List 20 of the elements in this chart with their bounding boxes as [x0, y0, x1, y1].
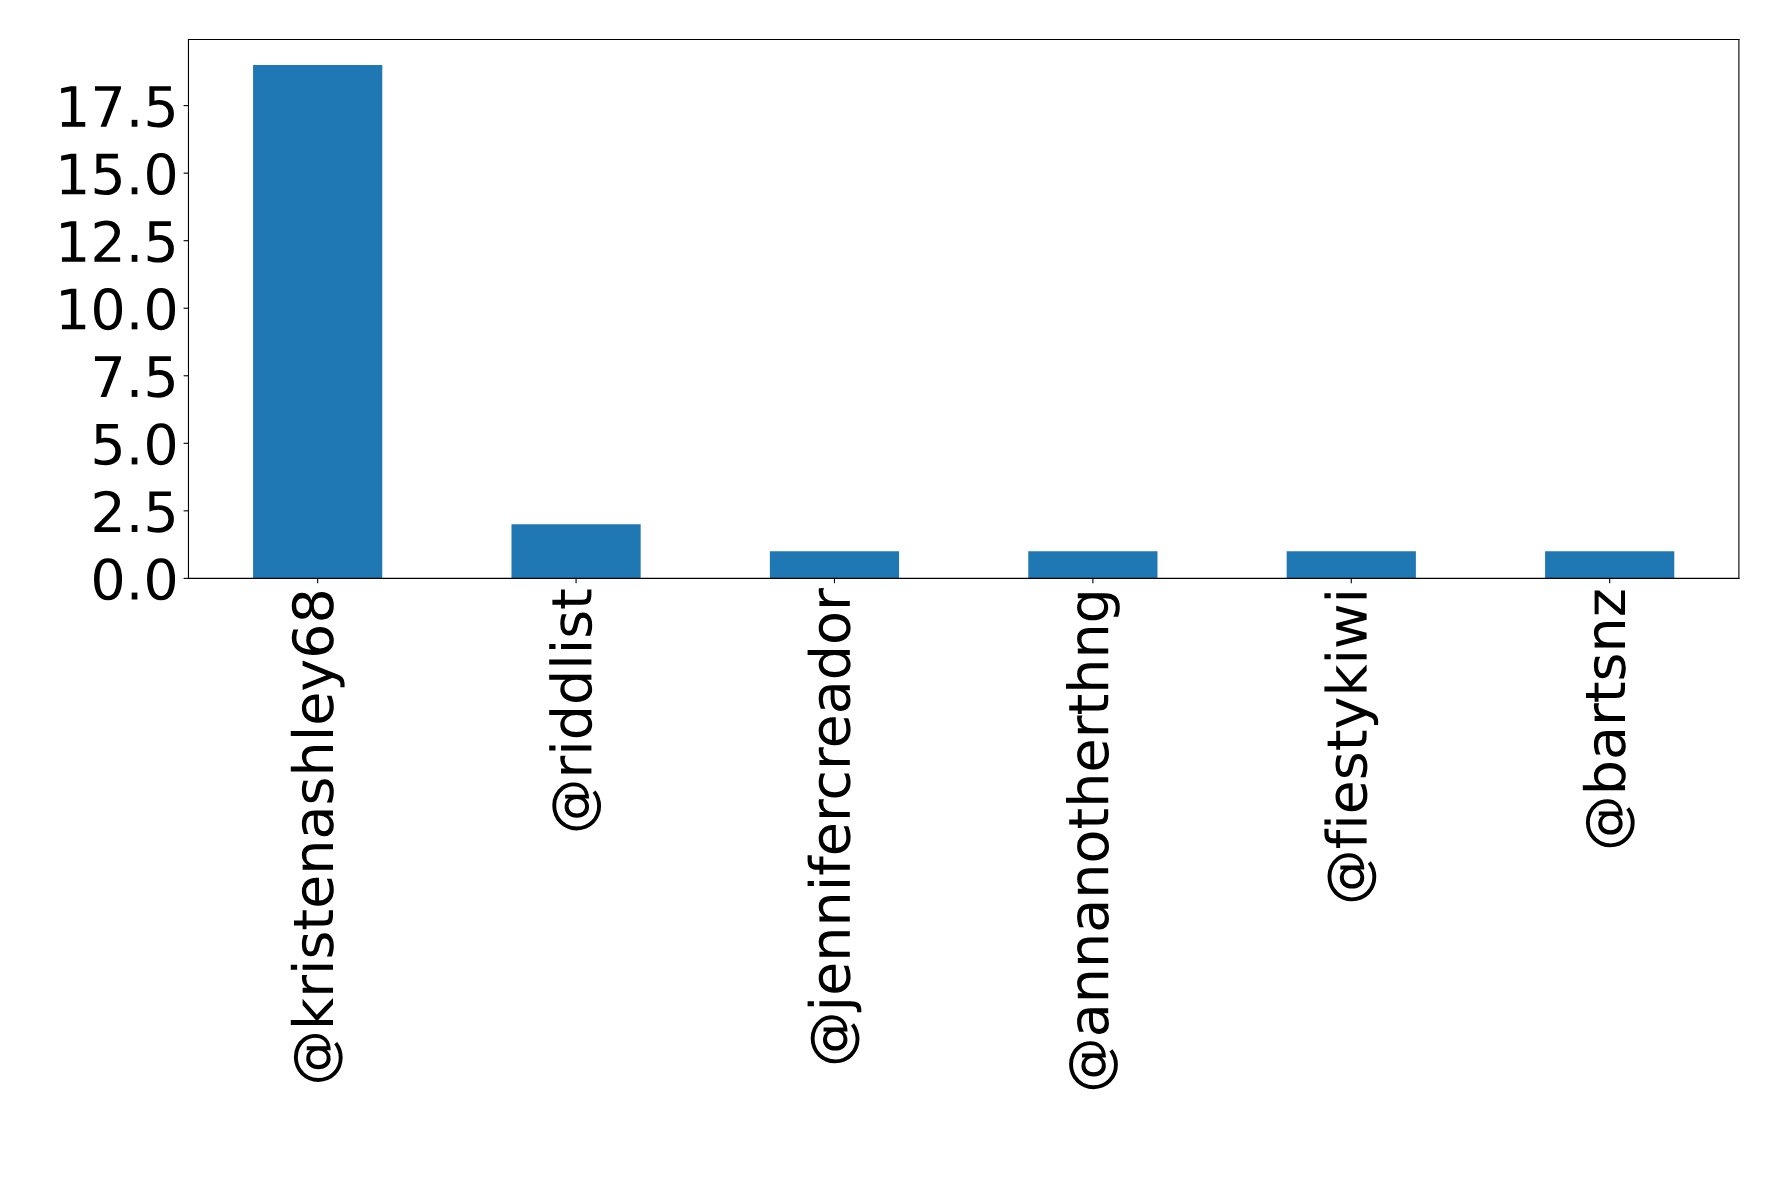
bar: [1286, 551, 1416, 579]
y-tick-label: 5.0: [94, 423, 176, 466]
y-tick-label: 7.5: [94, 356, 174, 398]
y-tick-label: 17.5: [61, 86, 174, 128]
y-tick-label: 12.5: [61, 220, 174, 263]
x-tick-label: @kristenashley68: [290, 591, 345, 1082]
x-tick-label: @fiestykiwi: [1324, 593, 1379, 902]
y-tick-label: 2.5: [94, 490, 174, 533]
bar: [511, 524, 641, 579]
bar: [1028, 551, 1158, 579]
x-tick-label: @bartsnz: [1582, 590, 1635, 848]
bar: [253, 65, 383, 579]
y-tick-label: 10.0: [61, 288, 176, 331]
x-tick-label: @jennifercreador: [807, 588, 862, 1064]
y-tick-label: 15.0: [61, 153, 176, 196]
y-tick-label: 0.0: [94, 558, 176, 601]
x-tick-label: @annanotherthng: [1065, 593, 1120, 1090]
x-tick-label: @riddlist: [549, 589, 602, 831]
bar: [769, 551, 900, 579]
bar: [1545, 551, 1675, 579]
